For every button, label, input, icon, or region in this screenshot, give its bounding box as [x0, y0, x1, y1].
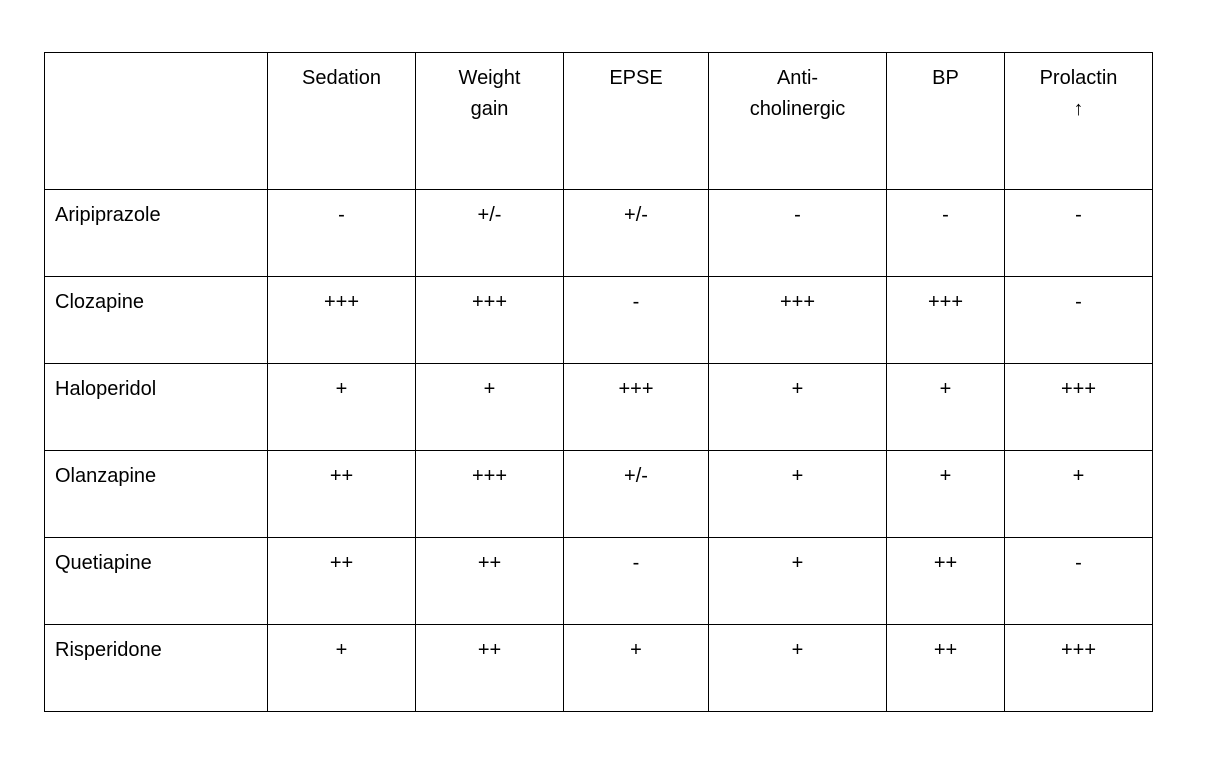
value-cell: +++: [1004, 624, 1153, 712]
value-cell: +: [267, 624, 416, 712]
value-cell: ++: [415, 624, 564, 712]
value-cell: -: [267, 189, 416, 277]
value-cell: ++: [267, 537, 416, 625]
value-cell: +/-: [415, 189, 564, 277]
value-cell: ++: [886, 537, 1005, 625]
drug-name-cell: Haloperidol: [44, 363, 268, 451]
value-cell: +: [708, 624, 887, 712]
drug-name-cell: Aripiprazole: [44, 189, 268, 277]
table-row: Clozapine +++ +++ - +++ +++ -: [44, 276, 1153, 364]
value-cell: +: [708, 537, 887, 625]
corner-cell: [44, 52, 268, 190]
value-cell: -: [708, 189, 887, 277]
header-row: Sedation Weight gain EPSE Anti- cholinergic…: [44, 52, 1153, 190]
value-cell: +: [415, 363, 564, 451]
table-row: Quetiapine ++ ++ - + ++ -: [44, 537, 1153, 625]
value-cell: +++: [1004, 363, 1153, 451]
value-cell: +++: [563, 363, 709, 451]
header-cell-3: EPSE: [563, 52, 709, 190]
value-cell: -: [1004, 189, 1153, 277]
value-cell: ++: [267, 450, 416, 538]
header-cell-1: Sedation: [267, 52, 416, 190]
value-cell: -: [563, 537, 709, 625]
value-cell: -: [886, 189, 1005, 277]
drug-name-cell: Clozapine: [44, 276, 268, 364]
value-cell: +++: [267, 276, 416, 364]
header-cell-6: Prolactin ↑: [1004, 52, 1153, 190]
value-cell: +: [708, 450, 887, 538]
drug-name-cell: Olanzapine: [44, 450, 268, 538]
value-cell: -: [1004, 537, 1153, 625]
drug-name-cell: Quetiapine: [44, 537, 268, 625]
value-cell: +: [563, 624, 709, 712]
value-cell: +: [708, 363, 887, 451]
table-body: Aripiprazole - +/- +/- - - - Clozapine +++ +++ - ++…: [44, 189, 1153, 712]
drug-name-cell: Risperidone: [44, 624, 268, 712]
header-cell-5: BP: [886, 52, 1005, 190]
value-cell: -: [563, 276, 709, 364]
side-effects-table: Sedation Weight gain EPSE Anti- cholinergic…: [44, 52, 1153, 712]
value-cell: +/-: [563, 189, 709, 277]
table-row: Olanzapine ++ +++ +/- + + +: [44, 450, 1153, 538]
value-cell: ++: [415, 537, 564, 625]
table-row: Aripiprazole - +/- +/- - - -: [44, 189, 1153, 277]
value-cell: +: [1004, 450, 1153, 538]
value-cell: +++: [708, 276, 887, 364]
value-cell: ++: [886, 624, 1005, 712]
header-cell-2: Weight gain: [415, 52, 564, 190]
header-cell-4: Anti- cholinergic: [708, 52, 887, 190]
value-cell: +: [267, 363, 416, 451]
value-cell: +++: [415, 276, 564, 364]
table-row: Haloperidol + + +++ + + +++: [44, 363, 1153, 451]
value-cell: -: [1004, 276, 1153, 364]
value-cell: +++: [886, 276, 1005, 364]
value-cell: +: [886, 450, 1005, 538]
value-cell: +++: [415, 450, 564, 538]
value-cell: +: [886, 363, 1005, 451]
value-cell: +/-: [563, 450, 709, 538]
table-row: Risperidone + ++ + + ++ +++: [44, 624, 1153, 712]
